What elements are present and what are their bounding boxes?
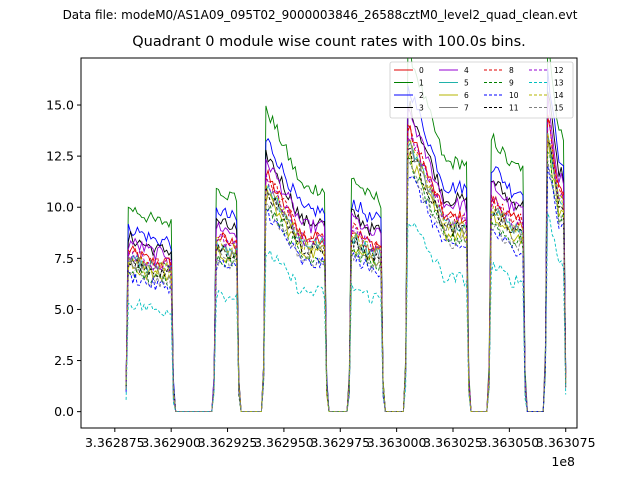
series-line-12 bbox=[125, 126, 567, 413]
legend-label-7: 7 bbox=[464, 104, 469, 113]
y-tick-label: 12.5 bbox=[46, 149, 74, 164]
legend-label-8: 8 bbox=[509, 66, 514, 75]
legend-label-0: 0 bbox=[419, 66, 424, 75]
x-tick-label: 3.362875 bbox=[85, 435, 145, 450]
legend-label-3: 3 bbox=[419, 104, 424, 113]
y-tick-label: 10.0 bbox=[46, 200, 74, 215]
x-tick-label: 3.362950 bbox=[254, 435, 314, 450]
legend-label-1: 1 bbox=[419, 79, 424, 88]
legend-label-13: 13 bbox=[554, 79, 564, 88]
x-tick-label: 3.362900 bbox=[141, 435, 201, 450]
legend-label-14: 14 bbox=[554, 91, 564, 100]
chart-title: Quadrant 0 module wise count rates with … bbox=[132, 34, 526, 50]
legend-label-5: 5 bbox=[464, 79, 469, 88]
legend-frame bbox=[389, 61, 574, 119]
legend-label-11: 11 bbox=[509, 104, 519, 113]
x-tick-label: 3.362925 bbox=[198, 435, 258, 450]
legend-label-9: 9 bbox=[509, 79, 514, 88]
x-tick-label: 3.363075 bbox=[536, 435, 596, 450]
series-line-13 bbox=[125, 212, 567, 413]
legend-label-10: 10 bbox=[509, 91, 519, 100]
series-line-6 bbox=[125, 137, 567, 413]
x-tick-label: 3.363025 bbox=[423, 435, 483, 450]
x-offset-label: 1e8 bbox=[551, 454, 575, 469]
y-tick-label: 2.5 bbox=[54, 353, 74, 368]
series-line-15 bbox=[125, 159, 567, 413]
series-line-3 bbox=[125, 91, 567, 413]
y-tick-label: 5.0 bbox=[54, 302, 74, 317]
x-tick-label: 3.363050 bbox=[480, 435, 540, 450]
x-tick-label: 3.362975 bbox=[310, 435, 370, 450]
series-line-9 bbox=[125, 150, 567, 413]
legend-label-12: 12 bbox=[554, 66, 564, 75]
series-line-2 bbox=[125, 68, 567, 413]
y-tick-label: 7.5 bbox=[54, 251, 74, 266]
legend-label-2: 2 bbox=[419, 91, 424, 100]
series-line-7 bbox=[125, 137, 567, 413]
legend-label-4: 4 bbox=[464, 66, 469, 75]
x-tick-label: 3.363000 bbox=[367, 435, 427, 450]
figure-suptitle: Data file: modeM0/AS1A09_095T02_90000038… bbox=[62, 8, 578, 22]
series-line-10 bbox=[125, 165, 567, 413]
series-line-0 bbox=[125, 116, 567, 413]
legend-label-15: 15 bbox=[554, 104, 564, 113]
y-tick-label: 0.0 bbox=[54, 404, 74, 419]
y-tick-label: 15.0 bbox=[46, 98, 74, 113]
series-line-5 bbox=[125, 132, 567, 413]
series-line-4 bbox=[125, 94, 567, 413]
series-line-8 bbox=[125, 113, 567, 413]
x-axis: 3.3628753.3629003.3629253.3629503.362975… bbox=[85, 428, 596, 450]
legend-label-6: 6 bbox=[464, 91, 469, 100]
series-line-14 bbox=[125, 133, 567, 413]
plot-frame bbox=[80, 57, 578, 429]
series-layer bbox=[125, 58, 567, 413]
y-axis: 0.0 2.5 5.0 7.5 10.0 12.5 15.0 bbox=[46, 98, 81, 419]
